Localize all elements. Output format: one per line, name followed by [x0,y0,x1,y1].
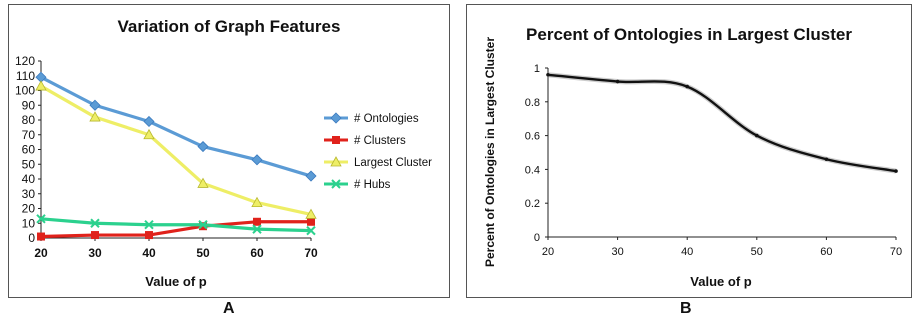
chart-a-y-tick-label: 60 [22,143,36,157]
chart-a-point-3 [36,214,46,224]
chart-a-point-2 [197,177,209,188]
chart-a-y-tick-label: 70 [22,128,36,142]
chart-a-series-line-1 [40,220,311,239]
chart-a-y-tick-label: 80 [22,113,36,127]
chart-a-x-tick-label: 40 [142,246,156,260]
chart-a-point-3 [90,218,100,228]
panel-label-b: B [680,300,692,317]
chart-a-x-tick-label: 20 [34,246,48,260]
panel-a-frame [8,4,450,298]
chart-a-x-tick-label: 30 [88,246,102,260]
chart-a-series-line-3 [40,217,312,233]
chart-a-y-tick-label: 120 [15,54,35,68]
chart-a-y-tick-label: 40 [22,172,36,186]
chart-a-series-line-2 [40,84,312,216]
chart-a-point-3 [198,220,208,230]
chart-a-y-tick-label: 50 [22,157,36,171]
chart-a-point-3 [252,224,262,234]
panel-label-a: A [223,300,235,317]
chart-a-point-0 [197,140,209,153]
chart-a-point-1 [145,231,153,240]
chart-a-point-2 [251,196,263,208]
chart-a-point-1 [253,217,261,226]
chart-a-point-3 [144,220,154,230]
chart-a-point-2 [305,208,317,219]
chart-a-legend-marker-3 [331,179,341,189]
chart-a-point-2 [89,111,101,122]
chart-a-point-1 [37,232,45,241]
chart-a-legend-marker-0 [330,112,342,124]
chart-a-series-line-0 [40,75,312,178]
chart-a-y-tick-label: 10 [22,216,36,230]
chart-a-xlabel: Value of p [145,274,206,289]
chart-a-legend: # Ontologies # Clusters Largest Cluster # H… [324,112,432,191]
chart-a-point-0 [251,154,263,166]
chart-a-point-3 [306,225,316,236]
chart-a-legend-label-1: # Clusters [354,135,406,147]
chart-a-y-tick-label: 90 [22,98,36,112]
chart-a-x-tick-label: 70 [304,246,318,260]
chart-a-x-tick-label: 50 [196,246,210,260]
chart-a-point-0 [143,115,155,128]
chart-a-point-0 [305,170,317,182]
chart-a-legend-label-0: # Ontologies [354,113,419,125]
chart-a-y-tick-label: 20 [22,202,36,216]
chart-a-legend-marker-2 [330,156,342,167]
chart-a-x-tick-label: 60 [250,246,264,260]
chart-a-point-2 [143,128,155,140]
chart-a-title: Variation of Graph Features [118,17,341,36]
chart-a-legend-label-2: Largest Cluster [354,157,432,169]
chart-a-point-2 [35,80,47,91]
chart-a-point-1 [307,217,315,226]
chart-a-legend-marker-1 [332,136,340,144]
chart-a-y-tick-label: 0 [28,231,35,245]
chart-a-y-tick-label: 110 [16,69,35,83]
chart-a-legend-label-3: # Hubs [354,179,391,191]
chart-a-y-tick-label: 100 [15,84,35,98]
chart-a-point-1 [91,231,99,240]
chart-a-point-0 [89,99,101,111]
chart-a-y-tick-label: 30 [22,187,36,201]
